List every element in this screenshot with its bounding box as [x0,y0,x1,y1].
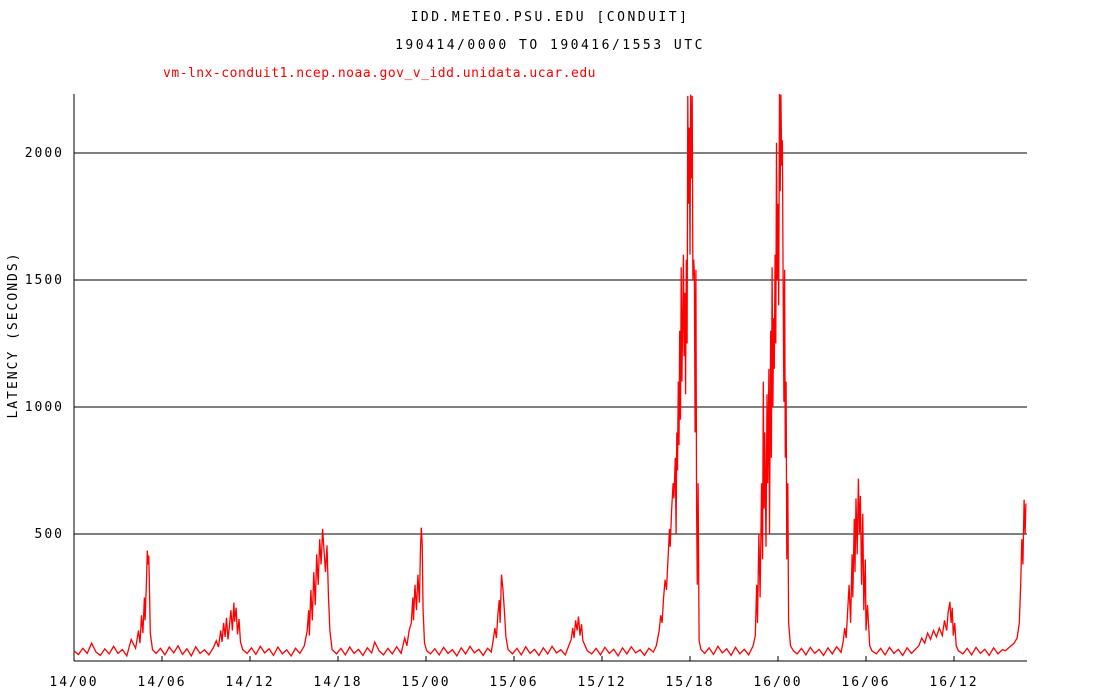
x-tick-label: 15/18 [665,675,714,690]
x-tick-label: 15/06 [489,675,538,690]
latency-series [73,93,1027,658]
x-tick-label: 15/00 [401,675,450,690]
x-tick-label: 14/06 [137,675,186,690]
x-tick-label: 16/06 [841,675,890,690]
y-tick-label: 1500 [25,273,64,288]
chart-title: IDD.METEO.PSU.EDU [CONDUIT] [410,10,690,25]
x-tick-label: 16/12 [929,675,978,690]
y-tick-label: 2000 [25,146,64,161]
y-tick-label: 1000 [25,400,64,415]
x-tick-label: 14/18 [313,675,362,690]
y-tick-label: 500 [35,527,64,542]
legend-host-label: vm-lnx-conduit1.ncep.noaa.gov_v_idd.unid… [163,66,596,81]
chart-subtitle: 190414/0000 TO 190416/1553 UTC [395,38,705,53]
x-tick-label: 14/00 [49,675,98,690]
x-tick-label: 16/00 [753,675,802,690]
x-tick-label: 15/12 [577,675,626,690]
x-tick-label: 14/12 [225,675,274,690]
